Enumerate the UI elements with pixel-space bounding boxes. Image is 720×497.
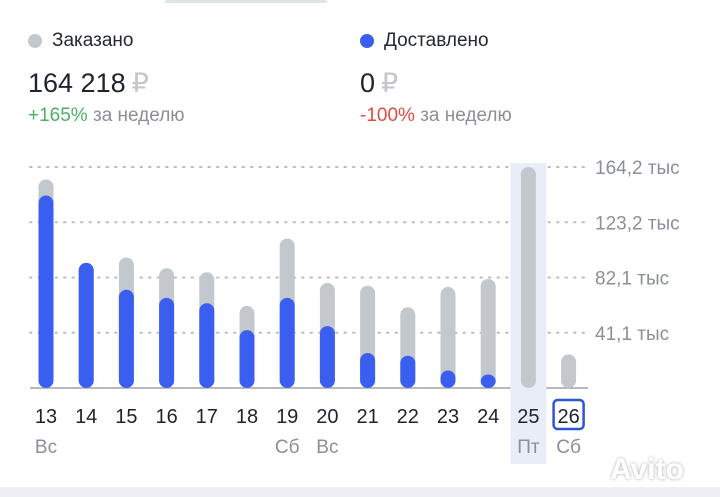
bar-ordered[interactable] [480,278,496,388]
delivered-change: -100% за неделю [360,105,512,127]
delivered-dot-icon [360,34,374,48]
weekday-label: Пт [517,437,540,458]
x-tick-label[interactable]: 15 [115,406,137,428]
weekday-label: Сб [275,437,300,458]
bar-chart: 41,1 тыс 82,1 тыс 123,2 тыс 164,2 тыс 13 Вс 14… [29,158,680,464]
x-tick-label[interactable]: 22 [397,406,419,428]
y-tick-label: 41,1 тыс [595,324,669,345]
legend-delivered-label: Доставлено [384,30,489,51]
bar-delivered[interactable] [360,353,376,388]
ordered-dot-icon [28,34,42,48]
bar-ordered[interactable] [520,166,536,388]
bar-delivered[interactable] [159,297,175,388]
x-tick-label[interactable]: 25 [517,406,539,428]
avito-watermark: Avito [610,453,684,486]
delivered-change-period: за неделю [420,105,512,126]
ordered-currency: ₽ [131,68,149,98]
x-tick-label[interactable]: 26 [557,406,579,428]
delivered-change-value: -100% [360,105,415,126]
weekday-label: Сб [556,437,581,458]
legend-ordered-label: Заказано [52,30,134,51]
ordered-change-period: за неделю [92,105,185,126]
x-tick-label[interactable]: 13 [35,406,57,428]
bar-delivered[interactable] [480,374,496,388]
ordered-total: 164 218 ₽ [28,68,149,99]
delivered-total: 0 ₽ [360,68,398,99]
bar-delivered[interactable] [239,330,255,388]
tab-indicator [165,0,327,3]
delivered-currency: ₽ [381,68,399,98]
x-tick-label[interactable]: 18 [236,406,258,428]
x-tick-label[interactable]: 14 [75,406,97,428]
bar-delivered[interactable] [440,370,456,388]
x-tick-label[interactable]: 19 [276,406,298,428]
bar-delivered[interactable] [78,262,94,388]
bar-delivered[interactable] [279,297,295,388]
bar-delivered[interactable] [400,355,416,388]
y-tick-label: 164,2 тыс [595,158,680,179]
delivered-total-value: 0 [360,68,376,98]
y-tick-label: 82,1 тыс [595,269,669,290]
bar-delivered[interactable] [319,326,335,388]
weekday-label: Вс [35,437,57,458]
bar-ordered[interactable] [561,354,577,388]
x-tick-label[interactable]: 21 [356,406,378,428]
legend-ordered: Заказано [28,30,133,52]
ordered-change-value: +165% [28,105,88,126]
bar-ordered[interactable] [440,287,456,388]
x-tick-label[interactable]: 17 [196,406,218,428]
y-tick-label: 123,2 тыс [595,213,680,234]
weekday-label: Вс [316,437,338,458]
bar-delivered[interactable] [118,289,134,388]
selected-day-box[interactable] [552,398,585,431]
bottom-strip [0,487,720,497]
ordered-change: +165% за неделю [28,105,185,127]
ordered-total-value: 164 218 [28,68,126,98]
x-tick-label[interactable]: 24 [477,406,499,428]
bar-delivered[interactable] [38,195,54,388]
x-tick-label[interactable]: 20 [316,406,338,428]
legend-delivered: Доставлено [360,30,489,52]
bar-delivered[interactable] [199,303,215,388]
x-tick-label[interactable]: 23 [437,406,459,428]
x-tick-label[interactable]: 16 [155,406,177,428]
